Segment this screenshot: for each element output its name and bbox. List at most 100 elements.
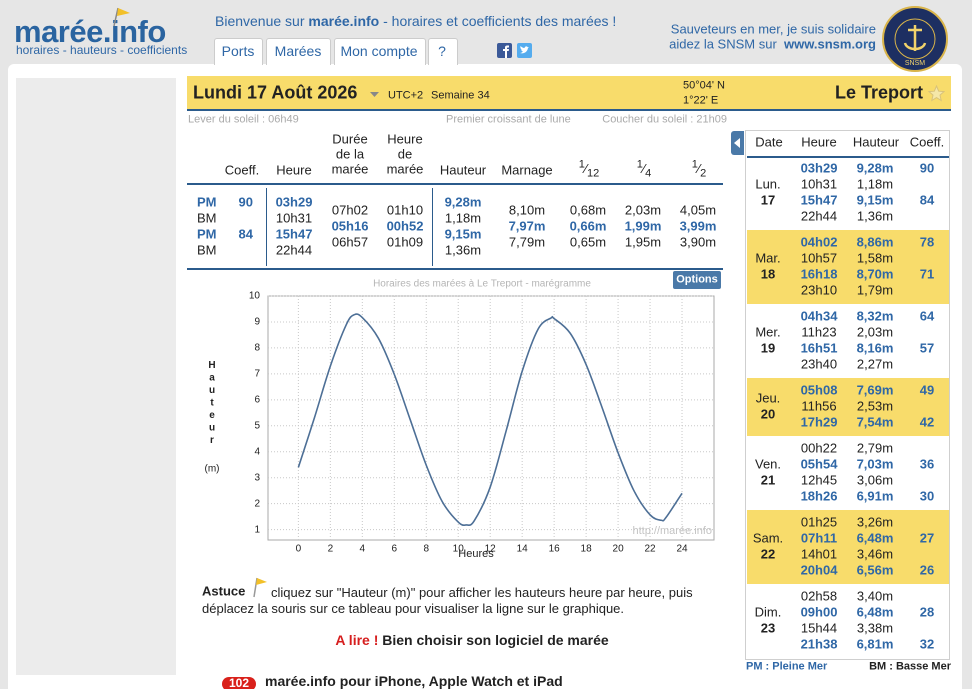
app-badge	[222, 677, 256, 689]
interval-half: 3,99m	[679, 218, 717, 234]
week-height: 7,69m	[856, 382, 894, 398]
moon-phase: Premier croissant de lune	[446, 113, 571, 126]
day-date: Lundi 17 Août 2026	[193, 82, 358, 103]
snsm-badge[interactable]: SNSM	[881, 5, 949, 73]
week-time: 23h10	[800, 282, 838, 298]
fraction-header: 1⁄12	[578, 158, 600, 180]
nav-label[interactable]: Ports	[221, 42, 255, 59]
week-day: Jeu.	[755, 390, 781, 406]
snsm-link[interactable]: www.snsm.org	[784, 36, 876, 52]
x-tick-label: 0	[296, 544, 302, 555]
x-axis-label: Heures	[458, 548, 494, 560]
column-header: Hauteur	[439, 162, 487, 178]
social-icons[interactable]	[497, 43, 537, 60]
longitude: 1°22' E	[683, 94, 719, 107]
interval-tide-hour: 00h52	[386, 218, 424, 234]
fraction-part: 2	[700, 167, 707, 180]
week-time: 00h22	[800, 440, 838, 456]
tide-type: PM	[197, 194, 217, 210]
y-tick-label: 1	[254, 524, 260, 535]
interval-duration: 07h02	[331, 202, 369, 218]
week-time: 15h44	[800, 620, 838, 636]
tide-height: 9,28m	[444, 194, 482, 210]
nav-tab[interactable]	[214, 38, 263, 65]
week-coef: 64	[919, 308, 935, 324]
week-height: 9,28m	[856, 160, 894, 176]
week-number: Semaine 34	[431, 89, 490, 102]
options-button[interactable]	[673, 271, 721, 289]
options-label[interactable]: Options	[676, 273, 718, 286]
tide-coef: 90	[238, 194, 253, 210]
week-time: 22h44	[800, 208, 838, 224]
welcome-brand: marée.info	[308, 12, 380, 29]
y-tick-label: 3	[254, 472, 260, 483]
nav-tab[interactable]	[428, 38, 458, 65]
dropdown-arrow[interactable]	[370, 92, 380, 98]
week-time: 04h34	[800, 308, 838, 324]
week-height: 3,46m	[856, 546, 894, 562]
nav-label[interactable]: ?	[438, 42, 446, 59]
latitude: 50°04' N	[683, 79, 725, 92]
week-time: 11h23	[801, 324, 837, 340]
week-height: 2,27m	[856, 356, 894, 372]
week-day: Sam.	[752, 530, 784, 546]
week-coef: 49	[919, 382, 935, 398]
read-link[interactable]: Bien choisir son logiciel de marée	[382, 631, 609, 648]
interval-quarter: 2,03m	[624, 202, 662, 218]
sunrise: Lever du soleil : 06h49	[188, 113, 299, 126]
panel-toggle-arrow	[734, 138, 740, 148]
welcome-suffix: - horaires et coefficients des marées !	[379, 12, 617, 29]
watermark: http://marée.info	[633, 525, 713, 537]
week-rule	[747, 156, 949, 158]
tip-label: Astuce	[202, 583, 246, 599]
nav-label[interactable]: Marées	[274, 42, 322, 59]
interval-tide-hour: 01h09	[386, 234, 424, 250]
favorite-star[interactable]	[928, 85, 945, 102]
week-time: 07h11	[800, 530, 838, 546]
week-date: 19	[760, 340, 776, 356]
tide-height: 1,36m	[444, 242, 482, 258]
x-tick-label: 6	[392, 544, 398, 555]
week-coef: 84	[919, 192, 935, 208]
week-coef: 78	[919, 234, 935, 250]
week-time: 01h25	[800, 514, 838, 530]
logo-flag	[113, 7, 130, 27]
week-time: 21h38	[800, 636, 838, 652]
x-tick-label: 24	[676, 544, 688, 555]
week-time: 03h29	[800, 160, 838, 176]
week-header: Heure	[801, 134, 837, 150]
x-tick-label: 2	[328, 544, 334, 555]
week-header: Coeff.	[909, 134, 945, 150]
week-height: 3,26m	[856, 514, 894, 530]
welcome: Bienvenue sur marée.info - horaires et c…	[215, 13, 616, 29]
y-tick-label: 2	[254, 498, 260, 509]
y-tick-label: 5	[254, 420, 260, 431]
logo[interactable]: marée.info	[14, 14, 166, 50]
week-height: 3,06m	[856, 472, 894, 488]
week-coef: 26	[919, 562, 935, 578]
app-link[interactable]: marée.info pour iPhone, Apple Watch et i…	[265, 672, 563, 689]
week-day: Mer.	[755, 324, 781, 340]
nav-tab[interactable]	[266, 38, 331, 65]
column-header: Durée de la marée	[331, 131, 369, 177]
nav-label[interactable]: Mon compte	[340, 42, 418, 59]
week-time: 18h26	[800, 488, 838, 504]
week-height: 6,56m	[856, 562, 894, 578]
tide-time: 15h47	[275, 226, 313, 242]
tide-time: 22h44	[275, 242, 313, 258]
week-header: Date	[755, 134, 783, 150]
nav-tab[interactable]	[334, 38, 426, 65]
week-height: 6,48m	[856, 604, 894, 620]
table-rule	[187, 268, 723, 270]
interval-twelfth: 0,66m	[569, 218, 607, 234]
interval-quarter: 1,95m	[624, 234, 662, 250]
week-height: 3,38m	[856, 620, 894, 636]
tide-type: BM	[197, 242, 217, 258]
snsm-text: aidez la SNSM sur	[669, 36, 777, 52]
app-badge-count: 102	[228, 676, 250, 689]
week-date: 17	[760, 192, 776, 208]
interval-twelfth: 0,68m	[569, 202, 607, 218]
tip-flag	[253, 577, 267, 598]
day-block	[747, 230, 949, 304]
